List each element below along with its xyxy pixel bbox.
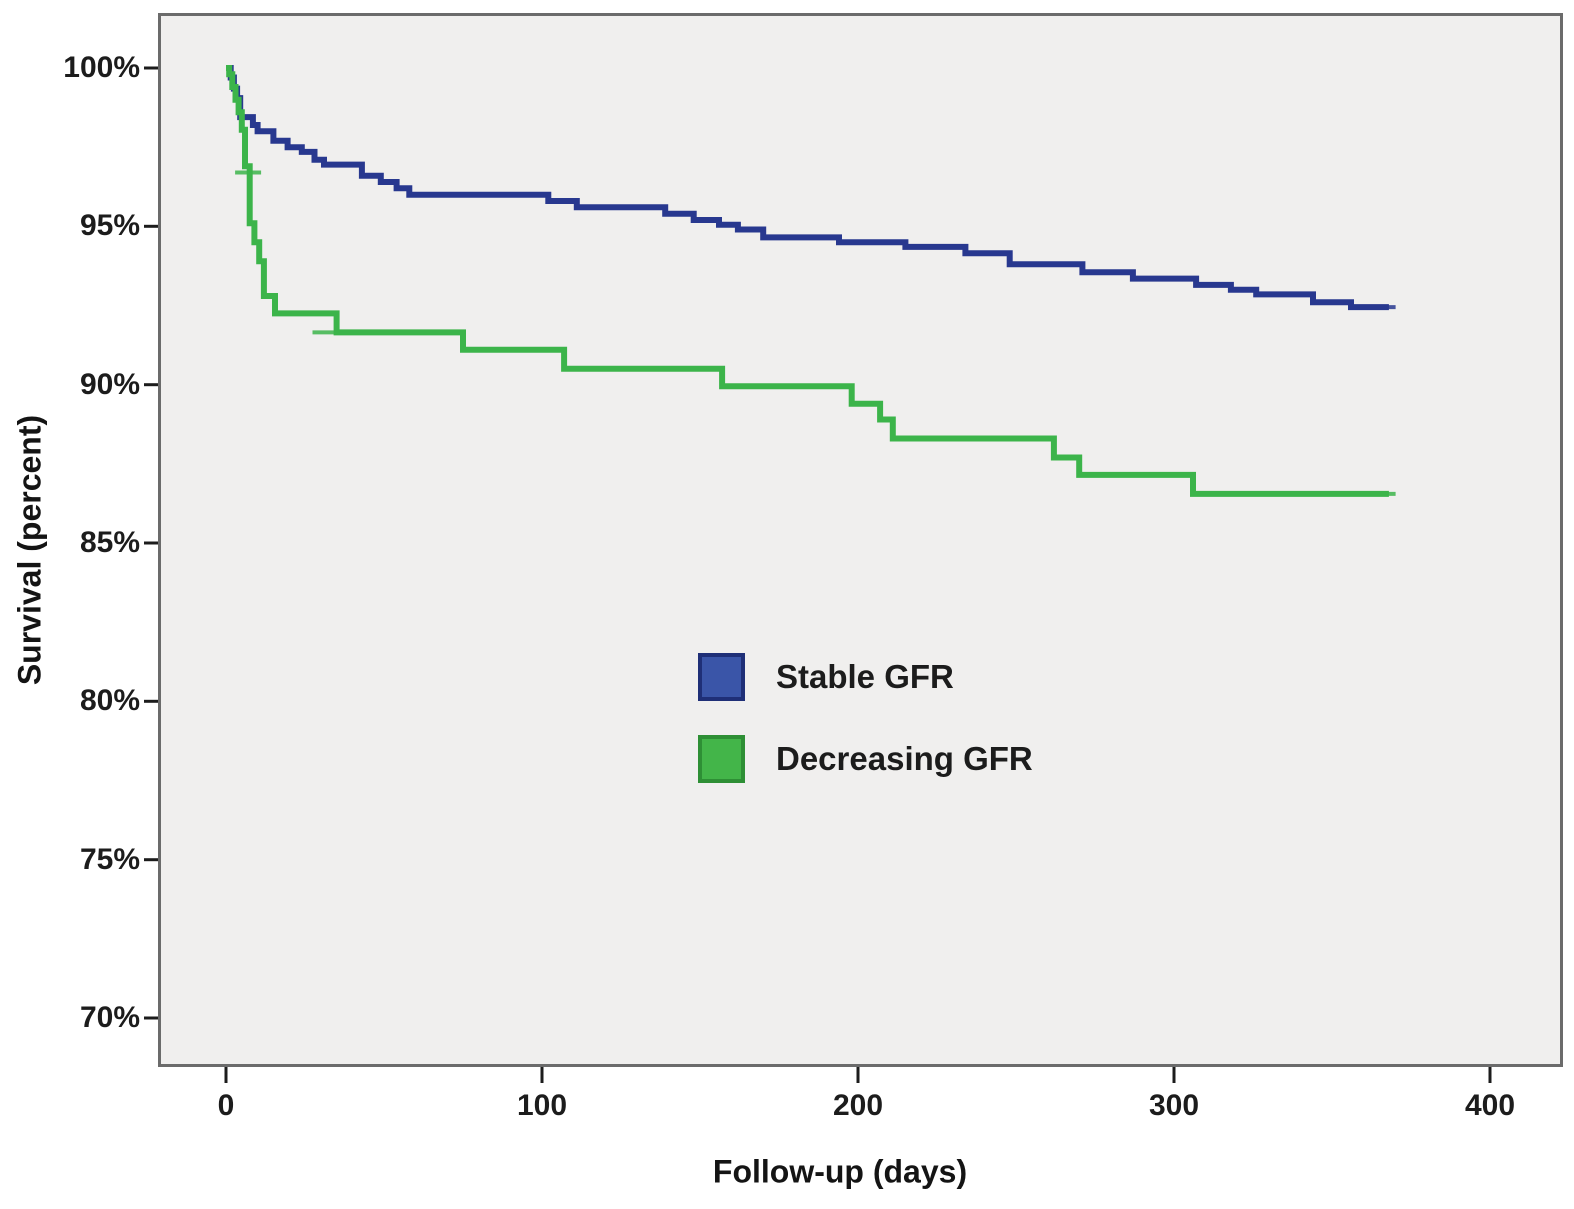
decreasing-gfr-legend-label: Decreasing GFR	[776, 740, 1033, 777]
y-tick-label: 90%	[79, 367, 140, 401]
x-axis-title: Follow-up (days)	[712, 1153, 968, 1190]
y-tick-label: 80%	[79, 684, 140, 718]
y-tick-label: 95%	[79, 209, 140, 243]
y-tick-label: 70%	[79, 1001, 140, 1034]
x-tick-label: 100	[516, 1089, 568, 1122]
y-tick-label: 100%	[63, 51, 140, 84]
plot-area	[158, 13, 1563, 1067]
x-tick-label: 0	[217, 1089, 235, 1122]
stable-gfr-legend-label: Stable GFR	[776, 658, 954, 695]
stable-gfr-legend-swatch	[698, 653, 745, 701]
decreasing-gfr-curve	[226, 65, 1389, 497]
x-tick-label: 400	[1464, 1089, 1516, 1122]
x-tick-label: 300	[1148, 1089, 1200, 1122]
decreasing-gfr-legend-swatch	[698, 735, 745, 783]
x-tick-label: 200	[832, 1089, 884, 1122]
legend-item-stable-gfr: Stable GFR	[698, 653, 954, 701]
y-tick-label: 85%	[79, 526, 140, 559]
legend-item-decreasing-gfr: Decreasing GFR	[698, 735, 1033, 783]
stable-gfr-curve	[226, 65, 1389, 311]
y-tick-label: 75%	[79, 842, 140, 876]
